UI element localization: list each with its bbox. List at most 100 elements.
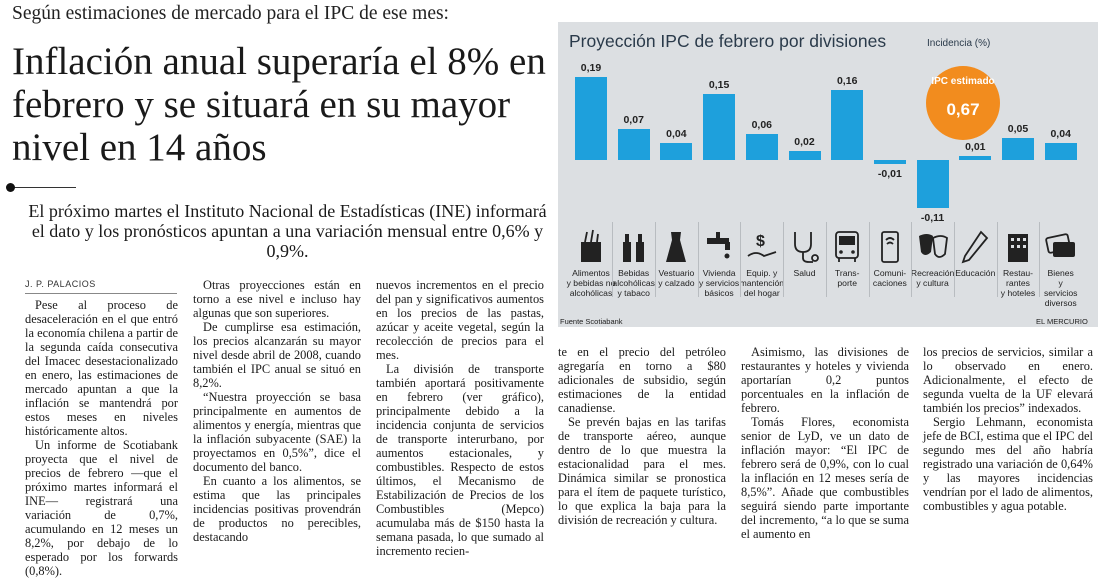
text-column-6: los precios de servicios, similar a lo o… bbox=[923, 345, 1093, 513]
category-label-line: diversos bbox=[1044, 298, 1077, 308]
dress-icon bbox=[656, 228, 696, 264]
bar-11 bbox=[1002, 138, 1034, 160]
bar-value-label: 0,01 bbox=[965, 140, 986, 153]
paragraph: Pese al proceso de desaceleración en el … bbox=[25, 298, 178, 438]
category-label-line: porte bbox=[837, 278, 857, 288]
category-label-line: Recreación bbox=[910, 268, 955, 278]
category-label: Equip. y mantención del hogar bbox=[734, 268, 790, 298]
bus-icon bbox=[827, 228, 867, 264]
bar-value-label: 0,04 bbox=[666, 127, 687, 140]
category-label: Bienes y servicios diversos bbox=[1033, 268, 1089, 308]
category-label-line: Vivienda bbox=[702, 268, 736, 278]
paragraph: Asimismo, las divisiones de restaurantes… bbox=[741, 345, 909, 415]
category-label: Alimentos y bebidas no alcohólicas bbox=[563, 268, 619, 298]
credit-cards-icon bbox=[1041, 228, 1081, 264]
bar-value-label: 0,06 bbox=[751, 118, 773, 131]
category-label-line: del hogar bbox=[743, 288, 780, 298]
category-label: Salud bbox=[777, 268, 833, 278]
paragraph: te en el precio del petróleo agregaría e… bbox=[558, 345, 726, 415]
chart-unit: Incidencia (%) bbox=[927, 38, 991, 49]
paragraph: Se prevén bajas en las tarifas de transp… bbox=[558, 415, 726, 527]
pencil-icon bbox=[955, 228, 995, 264]
bar-4 bbox=[703, 94, 736, 160]
bar-value-label: 0,16 bbox=[836, 75, 858, 88]
icon-separator bbox=[740, 222, 742, 297]
icon-separator bbox=[783, 222, 785, 297]
category-label-line: Comuni- bbox=[873, 268, 907, 278]
bar-value-label: -0,01 bbox=[877, 168, 902, 181]
category-label-line: caciones bbox=[872, 278, 907, 288]
bar-1 bbox=[575, 77, 607, 160]
paragraph: En cuanto a los alimentos, se estima que… bbox=[193, 474, 361, 544]
chart-source: Fuente Scotiabank bbox=[560, 317, 623, 326]
paragraph: “Nuestra proyección se basa principalmen… bbox=[193, 390, 361, 474]
bar-7 bbox=[831, 90, 864, 160]
bar-value-label: 0,15 bbox=[708, 79, 730, 92]
paragraph: nuevos incrementos en el precio del pan … bbox=[376, 278, 544, 362]
bar-value-label: 0,02 bbox=[794, 136, 815, 149]
paragraph: los precios de servicios, similar a lo o… bbox=[923, 345, 1093, 415]
bar-value-label: -0,11 bbox=[920, 212, 945, 225]
category-label: Educación bbox=[947, 268, 1003, 278]
phone-icon bbox=[870, 228, 910, 264]
icon-separator bbox=[996, 222, 998, 297]
paragraph: Otras proyecciones están en torno a ese … bbox=[193, 278, 361, 320]
category-label-line: Salud bbox=[793, 268, 816, 278]
category-label-line: Restau- bbox=[1002, 268, 1034, 278]
paragraph: De cumplirse esa estimación, los precios… bbox=[193, 320, 361, 390]
divider-dot bbox=[6, 183, 15, 192]
article-kicker: Según estimaciones de mercado para el IP… bbox=[12, 3, 449, 24]
text-column-2: Otras proyecciones están en torno a ese … bbox=[193, 278, 361, 544]
category-label-line: alcohólicas bbox=[612, 278, 655, 288]
category-label-line: y hoteles bbox=[1000, 288, 1036, 298]
faucet-icon bbox=[699, 228, 739, 264]
category-label-line: Bienes bbox=[1047, 268, 1074, 278]
category-label-line: Trans- bbox=[834, 268, 860, 278]
text-column-1: Pese al proceso de desaceleración en el … bbox=[25, 298, 178, 578]
category-label-line: básicos bbox=[704, 288, 734, 298]
bar-5 bbox=[745, 133, 778, 160]
hotel-icon bbox=[998, 228, 1038, 264]
paragraph: La división de transporte también aporta… bbox=[376, 362, 544, 558]
category-label: Trans-porte bbox=[819, 268, 875, 288]
category-label-line: y cultura bbox=[916, 278, 949, 288]
bar-value-label: 0,19 bbox=[580, 62, 602, 74]
paragraph: Un informe de Scotiabank proyecta que el… bbox=[25, 438, 178, 578]
stethoscope-icon bbox=[785, 228, 825, 264]
category-label: Bebidas alcohólicas y tabaco bbox=[606, 268, 662, 298]
paragraph: Sergio Lehmann, economista jefe de BCI, … bbox=[923, 415, 1093, 513]
category-label-line: rantes bbox=[1006, 278, 1030, 288]
divider-line bbox=[10, 187, 76, 188]
category-label-line: servicios bbox=[1043, 288, 1078, 298]
category-label-line: y calzado bbox=[658, 278, 695, 288]
hand-money-icon: $ bbox=[742, 228, 782, 264]
byline-rule bbox=[25, 293, 177, 294]
category-label: Comuni-caciones bbox=[862, 268, 918, 288]
category-label-line: mantención bbox=[739, 278, 785, 288]
category-label-line: Alimentos bbox=[572, 268, 610, 278]
badge-value: 0,67 bbox=[946, 100, 980, 119]
category-label-line: Vestuario bbox=[658, 268, 695, 278]
icon-separator bbox=[911, 222, 913, 297]
bar-9 bbox=[916, 160, 949, 209]
svg-text:$: $ bbox=[756, 233, 765, 250]
bar-value-label: 0,05 bbox=[1007, 123, 1029, 136]
icon-separator bbox=[1039, 222, 1041, 297]
category-label-line: y tabaco bbox=[617, 288, 650, 298]
chart-title: Proyección IPC de febrero por divisiones bbox=[569, 31, 887, 51]
text-column-5: Asimismo, las divisiones de restaurantes… bbox=[741, 345, 909, 541]
category-label-line: Bebidas bbox=[618, 268, 650, 278]
bar-2 bbox=[617, 129, 650, 160]
badge-label: IPC estimado bbox=[931, 76, 995, 87]
icon-separator bbox=[868, 222, 870, 297]
bar-value-label: 0,04 bbox=[1050, 127, 1071, 140]
category-label: Restau-rantes y hoteles bbox=[990, 268, 1046, 298]
grocery-bag-icon bbox=[571, 228, 611, 264]
category-label-line: Equip. y bbox=[746, 268, 778, 278]
category-label-line: y servicios bbox=[699, 278, 740, 288]
icon-separator bbox=[612, 222, 614, 297]
article-headline: Inflación anual superaría el 8% en febre… bbox=[12, 40, 546, 169]
bar-6 bbox=[788, 151, 821, 160]
ipc-estimado-badge: IPC estimado 0,67 bbox=[926, 66, 1000, 140]
bar-12 bbox=[1044, 142, 1077, 160]
